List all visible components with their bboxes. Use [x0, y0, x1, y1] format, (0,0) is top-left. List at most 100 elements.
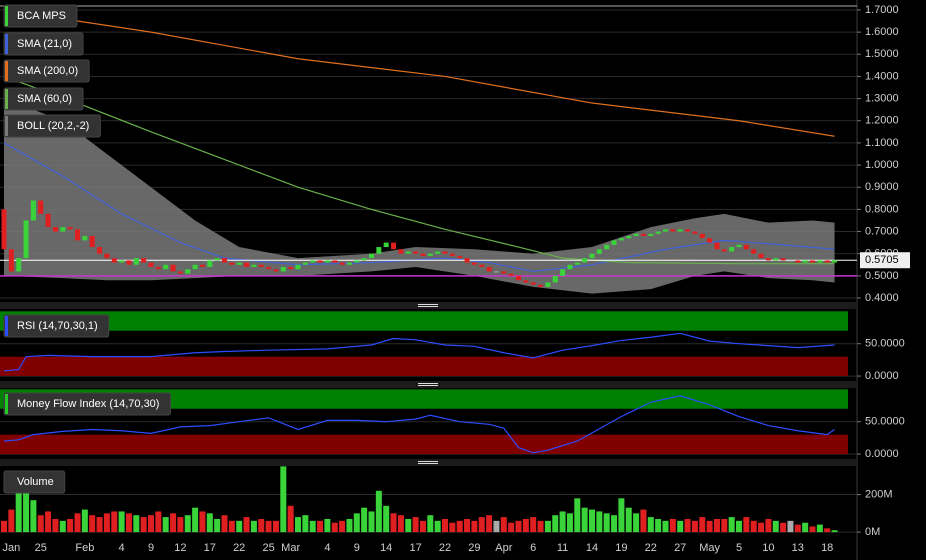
legend-box — [3, 87, 84, 111]
legend-item: BCA MPS — [3, 4, 78, 28]
volume-bar — [243, 517, 250, 533]
volume-bar — [464, 518, 471, 533]
volume-bar — [669, 518, 676, 533]
candle-body — [244, 262, 250, 267]
volume-bar — [390, 513, 397, 533]
candle-body — [133, 258, 139, 265]
legend-box — [3, 470, 66, 494]
volume-bar — [397, 515, 404, 533]
band-layer — [4, 98, 835, 294]
candle-body — [324, 260, 330, 263]
candle-body — [560, 269, 566, 276]
candle-body — [832, 260, 838, 263]
volume-bar — [537, 520, 544, 533]
candle-body — [317, 260, 323, 263]
volume-bar — [192, 507, 199, 533]
legend-label: SMA (200,0) — [17, 65, 78, 77]
candle-body — [38, 200, 44, 214]
separator[interactable] — [0, 381, 857, 388]
candle-body — [471, 262, 477, 265]
upper-zone — [0, 389, 848, 409]
legend-box — [3, 114, 101, 138]
y-tick-label: 1.3000 — [865, 93, 899, 105]
candle-body — [251, 264, 257, 267]
volume-bar — [633, 513, 640, 533]
separator[interactable] — [0, 459, 857, 466]
candle-body — [288, 266, 294, 270]
candle-body — [155, 266, 161, 270]
volume-bar — [383, 505, 390, 533]
candle-body — [508, 273, 514, 276]
volume-bar — [434, 520, 441, 533]
volume-bar — [508, 522, 515, 533]
separator[interactable] — [0, 302, 857, 309]
candle-body — [435, 251, 441, 254]
y-tick-label: 0.5000 — [865, 270, 899, 282]
grip — [418, 306, 438, 307]
volume-bar — [662, 520, 669, 533]
candle-body — [743, 244, 749, 250]
volume-bar — [287, 505, 294, 533]
legend-label: SMA (60,0) — [17, 93, 72, 105]
candle-body — [795, 260, 801, 263]
volume-bar — [15, 488, 22, 533]
candle-body — [670, 229, 676, 232]
candle-body — [449, 253, 455, 256]
x-tick-label: 29 — [468, 542, 480, 554]
volume-bar — [265, 520, 272, 533]
volume-bar — [691, 520, 698, 533]
y-tick-label: 200M — [865, 488, 893, 500]
volume-bar — [412, 517, 419, 533]
volume-bar — [655, 518, 662, 533]
bollinger-band — [4, 98, 835, 294]
volume-bar — [228, 520, 235, 533]
volume-bar — [552, 515, 559, 533]
x-tick-label: 18 — [821, 542, 833, 554]
legend-item: SMA (21,0) — [3, 32, 84, 56]
candle-body — [295, 264, 301, 270]
legend-swatch — [5, 116, 8, 136]
legend-box — [3, 314, 110, 338]
volume-bar — [530, 517, 537, 533]
candle-body — [258, 264, 264, 267]
candle-body — [361, 258, 367, 261]
volume-bar — [280, 466, 287, 533]
y-tick-label: 0M — [865, 526, 880, 538]
volume-bar — [45, 511, 52, 533]
volume-bar — [103, 513, 110, 533]
candle-body — [8, 249, 14, 272]
volume-bar — [206, 513, 213, 533]
candle-body — [266, 266, 272, 270]
volume-bar — [375, 490, 382, 533]
x-tick-label: May — [699, 542, 720, 554]
candle-body — [273, 269, 279, 272]
volume-bar — [750, 520, 757, 533]
sma-line — [3, 9, 835, 137]
volume-bar — [37, 515, 44, 533]
candle-body — [655, 231, 661, 234]
candle-body — [648, 233, 654, 236]
volume-bar — [743, 517, 750, 533]
x-tick-label: 6 — [530, 542, 536, 554]
volume-bar — [23, 490, 30, 533]
x-tick-label: 14 — [380, 542, 392, 554]
x-tick-label: 19 — [615, 542, 627, 554]
x-tick-label: 9 — [354, 542, 360, 554]
x-tick-label: 17 — [204, 542, 216, 554]
volume-bar — [699, 517, 706, 533]
legend-label: RSI (14,70,30,1) — [17, 320, 98, 332]
legend-box — [3, 4, 78, 28]
volume-bar — [728, 517, 735, 533]
indicator-line — [3, 332, 835, 372]
candle-body — [89, 235, 95, 248]
volume-bar — [59, 520, 66, 533]
volume-bar — [427, 515, 434, 533]
candle-body — [192, 264, 198, 270]
candle-body — [405, 251, 411, 254]
legend-swatch — [5, 34, 8, 54]
volume-bar — [214, 518, 221, 533]
volume-bar — [713, 518, 720, 533]
candle-body — [75, 229, 80, 241]
candle-body — [398, 249, 404, 254]
candle-body — [604, 244, 610, 250]
